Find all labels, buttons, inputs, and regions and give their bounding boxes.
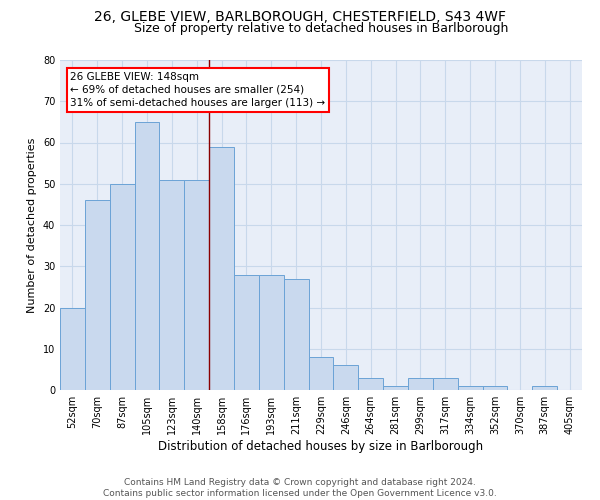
- Bar: [184, 180, 209, 390]
- Bar: [408, 378, 433, 390]
- Bar: [482, 386, 508, 390]
- Text: 26, GLEBE VIEW, BARLBOROUGH, CHESTERFIELD, S43 4WF: 26, GLEBE VIEW, BARLBOROUGH, CHESTERFIEL…: [94, 10, 506, 24]
- Bar: [532, 386, 557, 390]
- Bar: [334, 365, 358, 390]
- Y-axis label: Number of detached properties: Number of detached properties: [27, 138, 37, 312]
- Bar: [60, 308, 85, 390]
- Bar: [160, 180, 184, 390]
- Bar: [358, 378, 383, 390]
- Bar: [209, 146, 234, 390]
- Bar: [383, 386, 408, 390]
- Bar: [85, 200, 110, 390]
- Bar: [284, 278, 308, 390]
- Bar: [234, 274, 259, 390]
- Bar: [308, 357, 334, 390]
- Text: 26 GLEBE VIEW: 148sqm
← 69% of detached houses are smaller (254)
31% of semi-det: 26 GLEBE VIEW: 148sqm ← 69% of detached …: [70, 72, 326, 108]
- Bar: [134, 122, 160, 390]
- Bar: [259, 274, 284, 390]
- Title: Size of property relative to detached houses in Barlborough: Size of property relative to detached ho…: [134, 22, 508, 35]
- Bar: [110, 184, 134, 390]
- Text: Contains HM Land Registry data © Crown copyright and database right 2024.
Contai: Contains HM Land Registry data © Crown c…: [103, 478, 497, 498]
- X-axis label: Distribution of detached houses by size in Barlborough: Distribution of detached houses by size …: [158, 440, 484, 453]
- Bar: [458, 386, 482, 390]
- Bar: [433, 378, 458, 390]
